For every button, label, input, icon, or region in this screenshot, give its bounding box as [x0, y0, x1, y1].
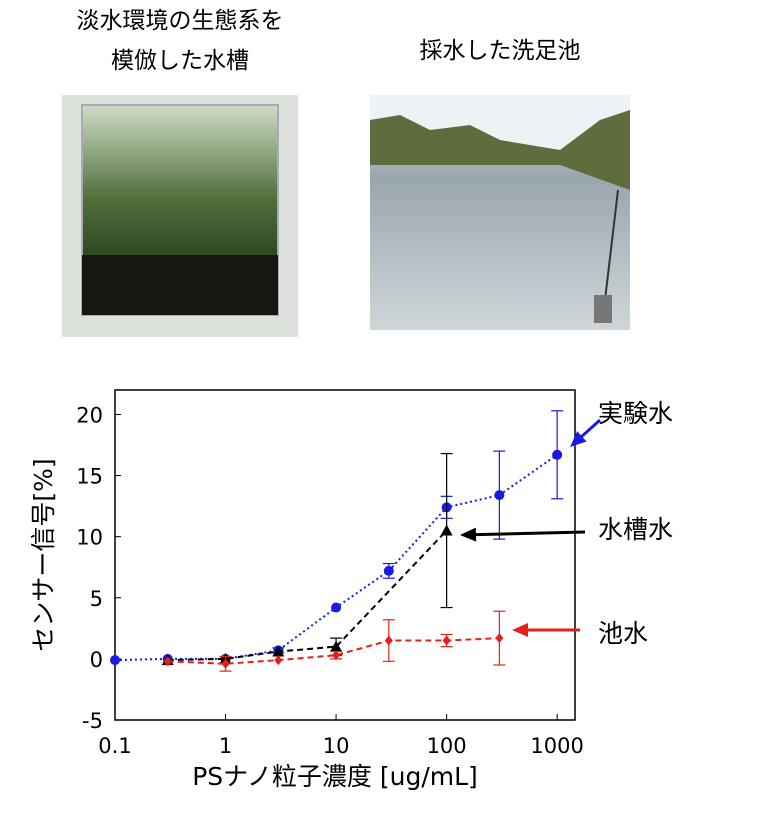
legend-arrowhead: [512, 623, 528, 637]
marker: [494, 490, 505, 501]
marker: [442, 635, 451, 646]
marker: [440, 524, 453, 536]
marker: [110, 655, 120, 666]
y-tick-label: 0: [90, 648, 103, 672]
marker: [331, 602, 342, 613]
legend-label: 池水: [598, 619, 648, 648]
marker: [274, 655, 283, 666]
photo-aquarium: [62, 95, 298, 337]
x-tick-label: 0.1: [98, 734, 131, 758]
marker: [163, 656, 172, 667]
marker: [384, 635, 393, 646]
marker: [221, 658, 230, 669]
x-tick-label: 1000: [530, 734, 583, 758]
x-tick-label: 1: [219, 734, 232, 758]
y-axis-label: センサー信号[%]: [29, 458, 58, 651]
photo-pond: [370, 95, 630, 330]
series-line: [167, 529, 448, 662]
chart: -5 0 5 10 15 20 0.1 1 10 100 1000 PSナノ粒子濃度 [ug/mL] セ…: [29, 389, 673, 791]
y-tick-label: 5: [90, 587, 103, 611]
legend-label: 水槽水: [598, 515, 673, 544]
legend-arrowhead: [460, 527, 477, 542]
legend-label: 実験水: [598, 399, 673, 428]
y-tick-label: 20: [76, 403, 103, 427]
x-tick-label: 100: [427, 734, 467, 758]
photo-caption: 淡水環境の生態系を: [77, 8, 284, 34]
x-axis-label: PSナノ粒子濃度 [ug/mL]: [192, 762, 478, 791]
y-tick-label: 15: [76, 465, 103, 489]
photo-caption: 模倣した水槽: [111, 48, 249, 74]
marker: [330, 640, 343, 652]
photo-caption: 採水した洗足池: [420, 38, 581, 64]
legend-arrow: [469, 530, 586, 537]
y-tick-label: 10: [76, 526, 103, 550]
series-line: [114, 453, 558, 662]
x-tick-label: 10: [323, 734, 350, 758]
plot-frame: [114, 389, 576, 721]
marker: [495, 633, 504, 644]
marker: [272, 645, 285, 657]
marker: [552, 449, 563, 460]
marker: [332, 650, 341, 661]
legend-arrowhead: [570, 431, 587, 447]
marker: [383, 565, 394, 576]
y-tick-label: -5: [82, 709, 103, 733]
